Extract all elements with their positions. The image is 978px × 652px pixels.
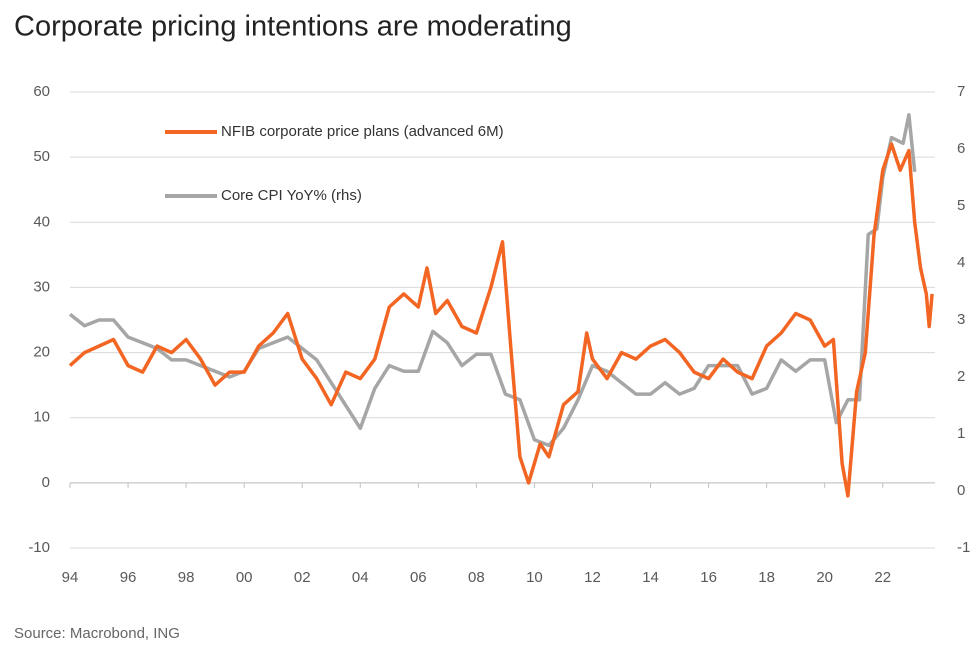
y2-tick-label: 4 — [957, 254, 965, 271]
x-tick-label: 94 — [62, 569, 79, 586]
y2-tick-label: -1 — [957, 539, 970, 556]
x-tick-label: 02 — [294, 569, 311, 586]
x-tick-label: 20 — [816, 569, 833, 586]
x-tick-label: 10 — [526, 569, 543, 586]
x-tick-label: 12 — [584, 569, 601, 586]
x-tick-label: 14 — [642, 569, 659, 586]
y2-tick-label: 2 — [957, 368, 965, 385]
source: Source: Macrobond, ING — [14, 625, 180, 642]
legend-label: Core CPI YoY% (rhs) — [221, 187, 362, 204]
series-line — [68, 142, 934, 498]
series-line — [68, 113, 917, 448]
x-tick-label: 22 — [874, 569, 891, 586]
y-tick-label: -10 — [28, 539, 50, 556]
y2-tick-label: 7 — [957, 83, 965, 100]
y-tick-label: 0 — [42, 474, 50, 491]
y-tick-label: 20 — [33, 344, 50, 361]
x-tick-label: 96 — [120, 569, 137, 586]
y2-tick-label: 6 — [957, 140, 965, 157]
y-tick-label: 60 — [33, 83, 50, 100]
x-tick-label: 16 — [700, 569, 717, 586]
y-tick-label: 10 — [33, 409, 50, 426]
y2-tick-label: 0 — [957, 482, 965, 499]
y2-tick-label: 3 — [957, 311, 965, 328]
x-tick-label: 06 — [410, 569, 427, 586]
x-tick-label: 08 — [468, 569, 485, 586]
x-tick-label: 00 — [236, 569, 253, 586]
y2-tick-label: 5 — [957, 197, 965, 214]
x-tick-label: 98 — [178, 569, 195, 586]
y-tick-label: 40 — [33, 213, 50, 230]
legend-label: NFIB corporate price plans (advanced 6M) — [221, 123, 504, 140]
y-tick-label: 50 — [33, 148, 50, 165]
y2-tick-label: 1 — [957, 425, 965, 442]
x-tick-label: 04 — [352, 569, 369, 586]
x-tick-label: 18 — [758, 569, 775, 586]
chart-title: Corporate pricing intentions are moderat… — [14, 11, 572, 43]
y-tick-label: 30 — [33, 278, 50, 295]
